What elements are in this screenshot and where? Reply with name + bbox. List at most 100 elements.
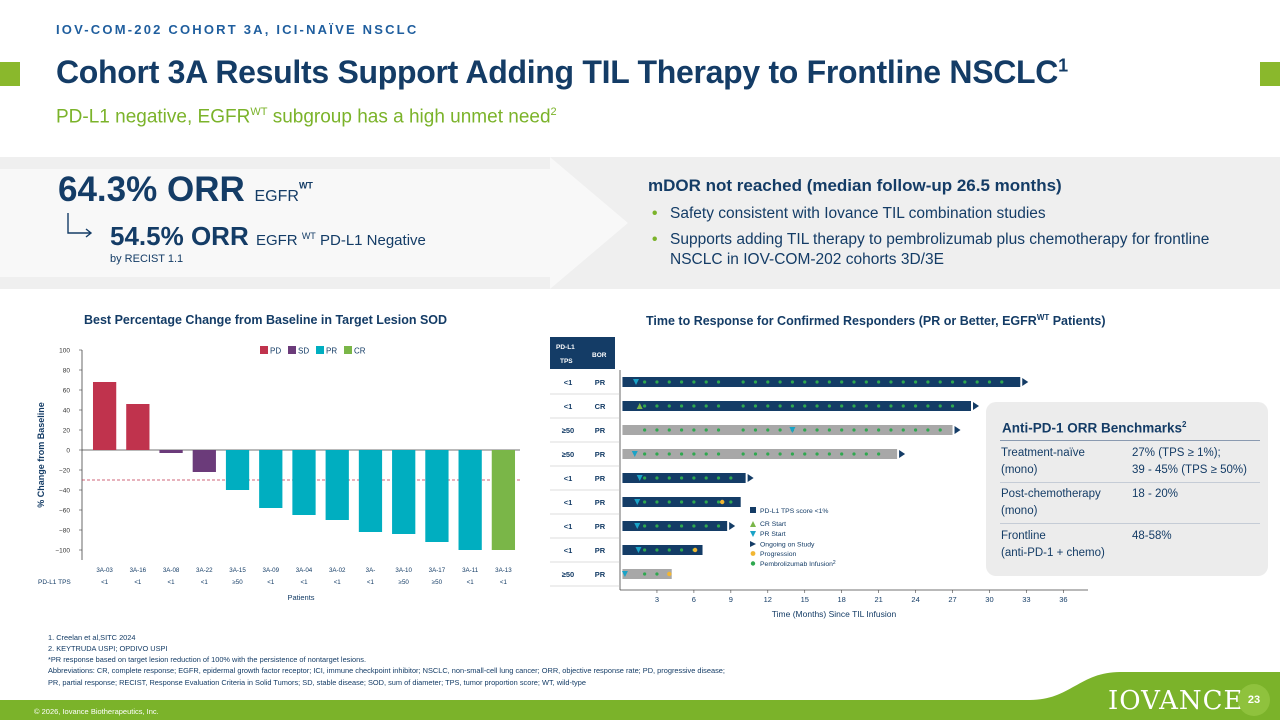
swim-bar [622, 425, 953, 435]
infusion-dot [667, 404, 671, 408]
pr-start-marker [634, 499, 641, 505]
row-tps: ≥50 [562, 450, 574, 459]
benchmark-label: Frontline (anti-PD-1 + chemo) [1001, 530, 1105, 559]
infusion-dot [987, 380, 992, 384]
progression-marker [667, 571, 672, 577]
x-axis-label: Patients [287, 593, 314, 602]
row-tps: ≥50 [562, 570, 574, 579]
infusion-dot [741, 380, 745, 384]
infusion-dot [926, 404, 930, 408]
tps-label: <1 [101, 579, 109, 586]
y-tick-label: −40 [59, 488, 70, 495]
row-tps: <1 [564, 402, 573, 411]
infusion-dot [692, 476, 696, 480]
x-tick-label: 3 [655, 595, 659, 604]
x-tick-label: 36 [1059, 595, 1067, 604]
table-header-bg [550, 337, 615, 369]
infusion-dot [667, 524, 671, 528]
row-tps: <1 [564, 474, 573, 483]
infusion-dot [938, 380, 942, 384]
y-tick-label: −20 [59, 468, 70, 475]
x-tick-label: 30 [985, 595, 993, 604]
recist-note: by RECIST 1.1 [110, 253, 184, 265]
infusion-dot [741, 404, 745, 408]
category-label: 3A-03 [96, 567, 113, 574]
tps-label: <1 [300, 579, 308, 586]
infusion-dot [667, 476, 671, 480]
x-tick-label: 27 [948, 595, 956, 604]
row-bor: PR [595, 474, 606, 483]
benchmark-card: Anti-PD-1 ORR Benchmarks2 Treatment-naïv… [986, 402, 1268, 576]
infusion-dot [643, 572, 647, 576]
row-tps: <1 [564, 498, 573, 507]
infusion-dot [643, 380, 647, 384]
infusion-dot [975, 380, 979, 384]
benchmark-label: Treatment-naïve (mono) [1001, 447, 1085, 476]
footnote: *PR response based on target lesion redu… [48, 655, 366, 664]
legend-label: CR Start [760, 521, 786, 528]
waterfall-title: Best Percentage Change from Baseline in … [84, 313, 448, 327]
infusion-dot [667, 428, 671, 432]
infusion-dot [679, 524, 684, 528]
infusion-dot [655, 380, 659, 384]
infusion-dot [655, 524, 659, 528]
infusion-dot [766, 428, 770, 432]
infusion-dot [803, 452, 807, 456]
infusion-dot [926, 428, 930, 432]
page-number: 23 [1238, 684, 1270, 716]
legend-pr-icon [750, 531, 756, 537]
infusion-dot [864, 452, 868, 456]
infusion-dot [679, 428, 684, 432]
infusion-dot [753, 404, 758, 408]
ongoing-arrow [973, 402, 979, 410]
category-label: 3A-16 [130, 567, 147, 574]
infusion-dot [766, 452, 770, 456]
category-label: 3A-13 [495, 567, 512, 574]
infusion-dot [840, 380, 844, 384]
swim-bar [622, 449, 898, 459]
arrow-shape [0, 157, 628, 289]
legend-cr-icon [750, 521, 756, 527]
infusion-dot [643, 476, 647, 480]
infusion-dot [950, 380, 955, 384]
y-axis-label: % Change from Baseline [36, 402, 46, 508]
infusion-dot [655, 404, 659, 408]
x-tick-label: 24 [911, 595, 919, 604]
eyebrow: IOV-COM-202 COHORT 3A, ICI-NAÏVE NSCLC [56, 22, 419, 37]
bar [491, 450, 516, 550]
footnote: PR, partial response; RECIST, Response E… [48, 678, 586, 687]
legend-label: Progression [760, 551, 796, 558]
legend-infusion-icon [750, 561, 756, 566]
footnote: 2. KEYTRUDA USPI; OPDIVO USPI [48, 644, 168, 653]
bar [192, 450, 216, 472]
bar [225, 450, 250, 490]
category-label: 3A-10 [395, 567, 412, 574]
legend-swatch [260, 346, 268, 354]
footnote: Abbreviations: CR, complete response; EG… [48, 666, 725, 675]
infusion-dot [667, 500, 671, 504]
y-tick-label: 20 [63, 428, 71, 435]
infusion-dot [827, 404, 831, 408]
row-bor: PR [595, 426, 606, 435]
legend-swatch [750, 507, 756, 513]
y-tick-label: −60 [59, 508, 70, 515]
infusion-dot [852, 380, 856, 384]
benchmark-title: Anti-PD-1 ORR Benchmarks2 [1002, 420, 1187, 436]
cr-start-marker [636, 403, 643, 409]
infusion-dot [704, 404, 708, 408]
infusion-dot [938, 428, 942, 432]
infusion-dot [753, 452, 758, 456]
col-header-bor: BOR [592, 352, 607, 359]
bar [425, 450, 449, 542]
ongoing-arrow [729, 522, 736, 530]
infusion-dot [840, 428, 844, 432]
tps-label: <1 [267, 579, 275, 586]
infusion-dot [704, 500, 708, 504]
infusion-dot [913, 428, 918, 432]
infusion-dot [827, 428, 831, 432]
infusion-dot [692, 524, 696, 528]
row-bor: PR [595, 522, 606, 531]
infusion-dot [852, 428, 856, 432]
infusion-dot [913, 404, 918, 408]
infusion-dot [889, 428, 893, 432]
